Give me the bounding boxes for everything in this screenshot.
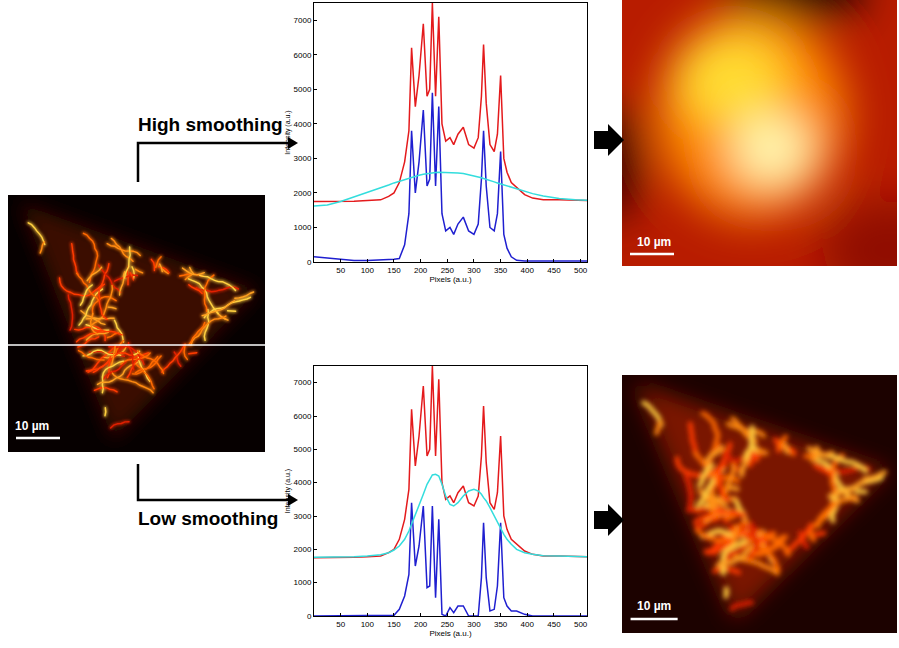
- svg-text:6000: 6000: [294, 51, 312, 60]
- html-text:10 µm: 10 µm: [15, 419, 50, 433]
- svg-text:4000: 4000: [294, 478, 312, 487]
- svg-text:250: 250: [441, 620, 455, 629]
- svg-text:450: 450: [547, 266, 561, 275]
- svg-text:3000: 3000: [294, 512, 312, 521]
- svg-text:Pixels (a.u.): Pixels (a.u.): [429, 629, 472, 638]
- html-text:10 µm: 10 µm: [637, 235, 672, 249]
- svg-text:300: 300: [467, 266, 481, 275]
- svg-text:Pixels (a.u.): Pixels (a.u.): [429, 275, 472, 284]
- svg-text:100: 100: [361, 266, 375, 275]
- svg-text:100: 100: [361, 620, 375, 629]
- svg-text:5000: 5000: [294, 85, 312, 94]
- svg-text:6000: 6000: [294, 412, 312, 421]
- svg-text:Intensity (a.u.): Intensity (a.u.): [284, 469, 292, 513]
- svg-text:500: 500: [574, 266, 588, 275]
- svg-text:0: 0: [307, 258, 312, 267]
- svg-text:2000: 2000: [294, 545, 312, 554]
- svg-text:5000: 5000: [294, 445, 312, 454]
- svg-text:400: 400: [521, 266, 535, 275]
- html-text:10 µm: 10 µm: [637, 599, 672, 613]
- svg-text:350: 350: [494, 620, 508, 629]
- svg-text:50: 50: [336, 266, 345, 275]
- svg-text:400: 400: [521, 620, 535, 629]
- svg-text:Intensity (a.u.): Intensity (a.u.): [284, 110, 292, 154]
- svg-text:150: 150: [387, 620, 401, 629]
- svg-text:1000: 1000: [294, 578, 312, 587]
- svg-text:50: 50: [336, 620, 345, 629]
- svg-text:300: 300: [467, 620, 481, 629]
- svg-text:450: 450: [547, 620, 561, 629]
- svg-text:200: 200: [414, 620, 428, 629]
- svg-text:1000: 1000: [294, 223, 312, 232]
- svg-text:7000: 7000: [294, 378, 312, 387]
- svg-text:7000: 7000: [294, 16, 312, 25]
- svg-text:4000: 4000: [294, 120, 312, 129]
- svg-text:150: 150: [387, 266, 401, 275]
- svg-text:500: 500: [574, 620, 588, 629]
- html-text:Low smoothing: Low smoothing: [138, 508, 279, 529]
- svg-text:0: 0: [307, 612, 312, 621]
- svg-text:3000: 3000: [294, 154, 312, 163]
- svg-text:250: 250: [441, 266, 455, 275]
- svg-text:200: 200: [414, 266, 428, 275]
- html-text:High smoothing: High smoothing: [138, 114, 283, 135]
- svg-text:350: 350: [494, 266, 508, 275]
- svg-text:2000: 2000: [294, 189, 312, 198]
